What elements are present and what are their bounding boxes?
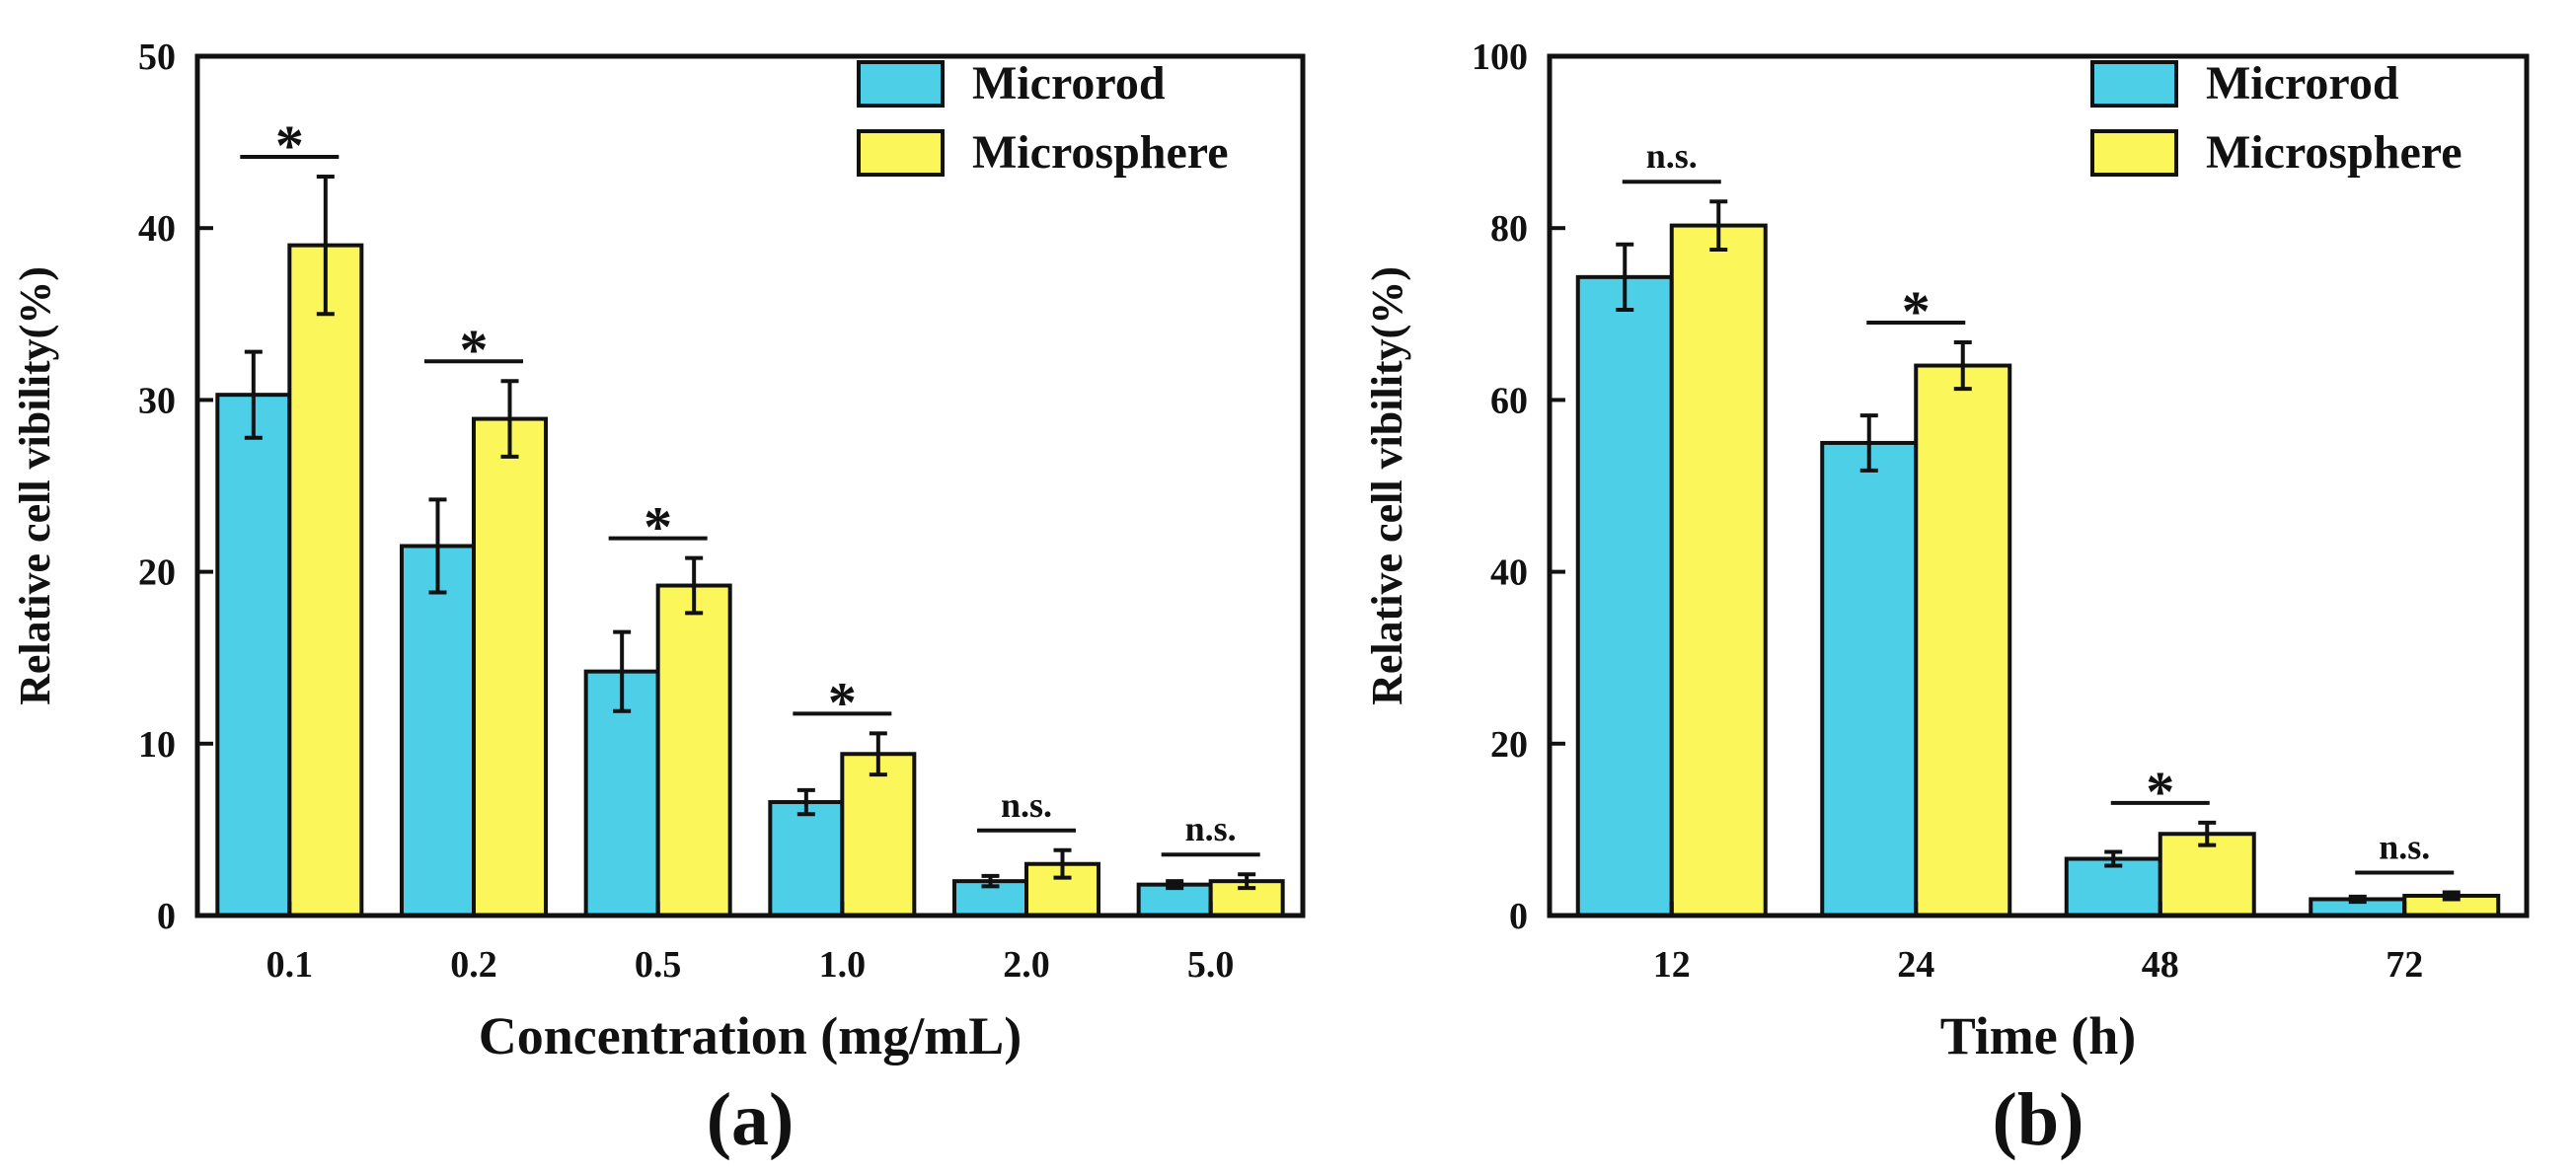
significance-star: * [275, 113, 304, 178]
y-tick-label: 60 [1490, 380, 1528, 421]
y-tick-label: 20 [138, 552, 176, 594]
legend-label-microsphere: Microsphere [972, 126, 1229, 179]
significance-star: * [1902, 279, 1931, 343]
legend-label-microrod: Microrod [972, 57, 1166, 110]
x-tick-label: 2.0 [1003, 944, 1050, 986]
y-tick-label: 40 [138, 208, 176, 250]
x-tick-label: 24 [1897, 944, 1934, 986]
x-tick-label: 0.2 [450, 944, 497, 986]
y-tick-label: 20 [1490, 724, 1528, 766]
y-tick-label: 40 [1490, 552, 1528, 594]
y-tick-label: 10 [138, 724, 176, 766]
bar-microrod [1575, 274, 1674, 917]
x-tick-label: 12 [1653, 944, 1691, 986]
x-axis-label: Concentration (mg/mL) [479, 1006, 1022, 1065]
plot-frame [194, 53, 1306, 918]
legend-label-microsphere: Microsphere [2206, 126, 2462, 179]
y-tick-label: 100 [1472, 37, 1528, 78]
significance-ns: n.s. [2379, 827, 2430, 866]
significance-star: * [828, 670, 857, 734]
bar-microrod [1820, 440, 1919, 917]
bar-microrod [400, 544, 476, 917]
y-tick-label: 0 [157, 896, 176, 937]
legend-swatch-microsphere [857, 129, 945, 177]
y-axis-label: Relative cell vibility(%) [1363, 266, 1411, 705]
y-tick-label: 30 [138, 380, 176, 421]
bar-microsphere [655, 583, 732, 917]
bar-microsphere [2158, 832, 2256, 918]
legend-swatch-microsphere [2090, 129, 2178, 177]
bar-microsphere [1669, 223, 1768, 918]
x-tick-label: 0.5 [635, 944, 682, 986]
significance-ns: n.s. [1001, 785, 1052, 825]
plot-frame [1547, 53, 2530, 918]
x-tick-label: 0.1 [266, 944, 314, 986]
significance-ns: n.s. [1646, 136, 1698, 176]
legend-swatch-microrod [857, 60, 945, 108]
y-tick-label: 0 [1509, 896, 1528, 937]
bar-microsphere [287, 243, 364, 917]
y-axis-label: Relative cell vibility(%) [11, 266, 59, 705]
panel-label: (b) [1993, 1078, 2084, 1161]
significance-star: * [460, 318, 489, 382]
x-tick-label: 48 [2142, 944, 2179, 986]
legend-swatch-microrod [2090, 60, 2178, 108]
significance-star: * [644, 495, 672, 559]
y-tick-label: 80 [1490, 208, 1528, 250]
bar-microsphere [840, 752, 917, 918]
bar-microsphere [1914, 363, 2012, 917]
chart-panel-a: 0 10 20 30 40 50 * 0.1 * 0.2 * 0.5 * 1.0 n.s. 2.0 n.s. 5.… [11, 37, 1306, 1161]
x-tick-label: 1.0 [819, 944, 867, 986]
x-axis-label: Time (h) [1940, 1006, 2137, 1065]
x-tick-label: 5.0 [1187, 944, 1235, 986]
chart-panel-b: 0 20 40 60 80 100 n.s. 12 * 24 * 48 n.s. 72 Microrod Mi… [1363, 37, 2530, 1161]
y-tick-label: 50 [138, 37, 176, 78]
significance-ns: n.s. [1185, 809, 1237, 848]
panel-label: (a) [707, 1078, 795, 1161]
bar-microrod [768, 800, 845, 918]
legend-label-microrod: Microrod [2206, 57, 2399, 110]
bar-microrod [215, 393, 292, 917]
bar-microsphere [472, 416, 548, 917]
x-tick-label: 72 [2386, 944, 2423, 986]
significance-star: * [2146, 760, 2174, 824]
